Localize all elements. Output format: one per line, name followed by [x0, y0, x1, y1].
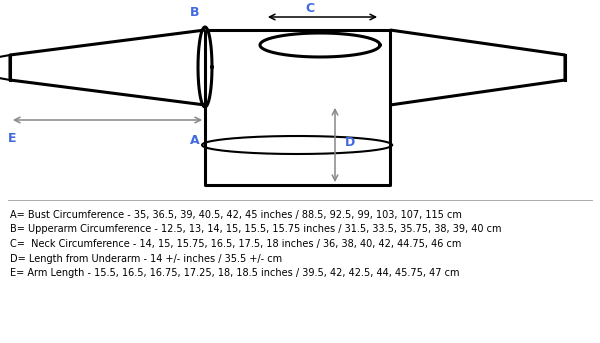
Text: A: A	[190, 133, 200, 146]
Text: E: E	[8, 131, 17, 144]
Text: D: D	[345, 137, 355, 150]
Text: A= Bust Circumference - 35, 36.5, 39, 40.5, 42, 45 inches / 88.5, 92.5, 99, 103,: A= Bust Circumference - 35, 36.5, 39, 40…	[10, 210, 462, 220]
Text: D= Length from Underarm - 14 +/- inches / 35.5 +/- cm: D= Length from Underarm - 14 +/- inches …	[10, 253, 282, 263]
Text: C: C	[305, 1, 314, 14]
Text: C=  Neck Circumference - 14, 15, 15.75, 16.5, 17.5, 18 inches / 36, 38, 40, 42, : C= Neck Circumference - 14, 15, 15.75, 1…	[10, 239, 461, 249]
Text: B= Upperarm Circumference - 12.5, 13, 14, 15, 15.5, 15.75 inches / 31.5, 33.5, 3: B= Upperarm Circumference - 12.5, 13, 14…	[10, 225, 502, 235]
Text: E= Arm Length - 15.5, 16.5, 16.75, 17.25, 18, 18.5 inches / 39.5, 42, 42.5, 44, : E= Arm Length - 15.5, 16.5, 16.75, 17.25…	[10, 268, 460, 278]
Text: B: B	[190, 5, 200, 19]
